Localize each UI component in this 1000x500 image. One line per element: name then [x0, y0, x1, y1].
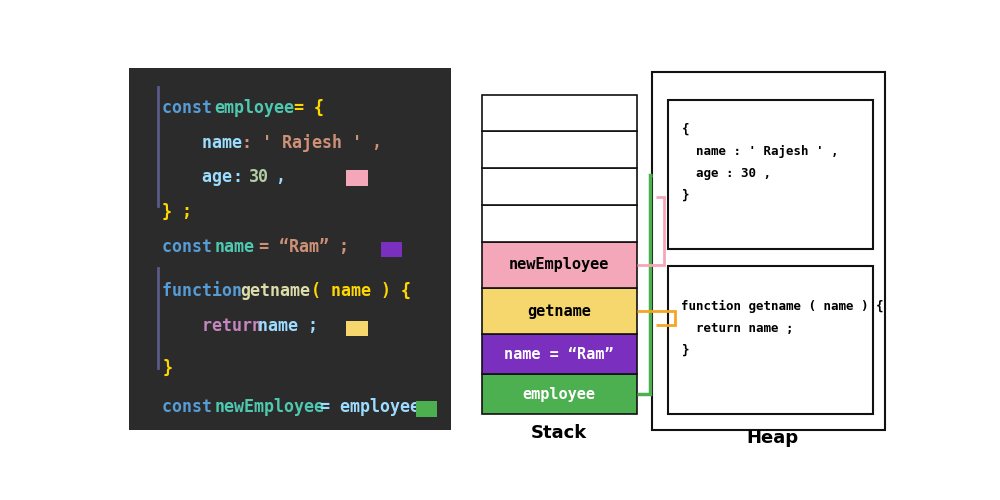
Text: Heap: Heap — [746, 429, 798, 447]
Bar — [668, 266, 873, 414]
Text: getname: getname — [240, 282, 310, 300]
Text: = “Ram” ;: = “Ram” ; — [249, 238, 349, 256]
Text: = {: = { — [284, 99, 324, 117]
Bar — [346, 320, 368, 336]
Bar — [482, 288, 637, 335]
Text: name ;: name ; — [258, 316, 318, 334]
Text: const: const — [162, 238, 222, 256]
Text: Stack: Stack — [531, 424, 587, 442]
Text: employee: employee — [214, 99, 294, 117]
Bar — [482, 205, 637, 242]
Text: = employee ;: = employee ; — [310, 398, 440, 415]
Text: :: : — [223, 168, 253, 186]
Text: ,: , — [266, 168, 286, 186]
Text: {
  name : ' Rajesh ' ,
  age : 30 ,
}: { name : ' Rajesh ' , age : 30 , } — [681, 123, 839, 202]
Bar — [668, 100, 873, 248]
Text: function: function — [162, 282, 252, 300]
Bar — [652, 72, 885, 430]
Text: }: } — [162, 359, 172, 377]
Text: newEmployee: newEmployee — [214, 398, 324, 415]
Text: const: const — [162, 99, 222, 117]
Text: name: name — [162, 134, 242, 152]
Text: newEmployee: newEmployee — [509, 258, 609, 272]
Text: function getname ( name ) {
  return name ;
}: function getname ( name ) { return name … — [681, 300, 884, 357]
Text: name = “Ram”: name = “Ram” — [504, 347, 614, 362]
Bar — [482, 132, 637, 168]
Bar — [482, 334, 637, 374]
Bar — [346, 170, 368, 186]
Bar — [482, 242, 637, 288]
Bar — [129, 68, 450, 430]
Bar — [381, 242, 402, 257]
Text: } ;: } ; — [162, 203, 192, 221]
Text: name: name — [214, 238, 254, 256]
Text: 30: 30 — [249, 168, 269, 186]
Bar — [482, 168, 637, 205]
Text: const: const — [162, 398, 222, 415]
Text: : ' Rajesh ' ,: : ' Rajesh ' , — [232, 134, 382, 152]
Bar — [482, 94, 637, 132]
Bar — [416, 402, 437, 417]
Text: employee: employee — [522, 386, 596, 402]
Text: ( name ) {: ( name ) { — [301, 282, 411, 300]
Text: age: age — [162, 168, 232, 186]
Bar — [482, 374, 637, 414]
Text: getname: getname — [527, 304, 591, 318]
Text: return: return — [162, 316, 272, 334]
